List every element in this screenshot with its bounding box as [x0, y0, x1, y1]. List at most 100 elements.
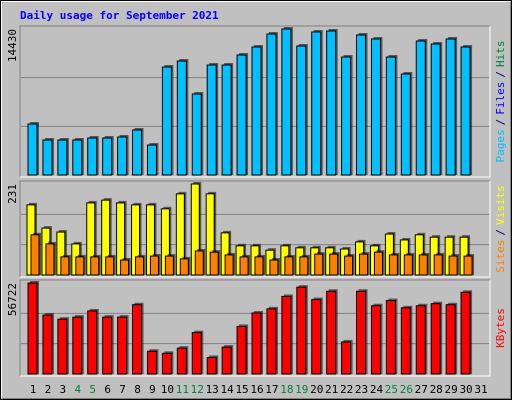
bar: [251, 312, 262, 375]
bar: [102, 137, 113, 176]
bar: [356, 290, 367, 375]
bar: [149, 255, 159, 276]
bar: [415, 305, 426, 375]
bar: [359, 253, 369, 276]
bar: [117, 136, 128, 176]
bar: [72, 139, 83, 176]
x-tick-label: 13: [206, 383, 219, 396]
bar: [75, 256, 85, 276]
bar: [42, 314, 53, 375]
y-axis-label-part: /: [494, 119, 507, 126]
bar: [251, 46, 262, 176]
bar: [341, 341, 352, 375]
x-tick-label: 20: [310, 383, 323, 396]
y-axis-label-part: Pages: [494, 129, 507, 162]
x-tick-label: 6: [104, 383, 111, 396]
y-tick-label: 56722: [6, 283, 19, 316]
bar: [236, 54, 247, 176]
x-tick-label: 16: [250, 383, 263, 396]
bar: [281, 295, 292, 375]
x-tick-label: 18: [280, 383, 293, 396]
bar: [314, 253, 324, 276]
bar: [460, 46, 471, 176]
bar: [254, 256, 264, 276]
x-tick-label: 5: [89, 383, 96, 396]
y-axis-label-part: KBytes: [494, 308, 507, 348]
bar: [400, 73, 411, 176]
bar: [385, 56, 396, 176]
x-tick-label: 31: [474, 383, 487, 396]
y-axis-label-part: Hits: [494, 41, 507, 68]
x-tick-label: 1: [30, 383, 37, 396]
bar: [72, 316, 83, 375]
y-axis-label-part: /: [494, 229, 507, 236]
x-tick-label: 29: [445, 383, 458, 396]
bar: [161, 66, 172, 176]
bar: [117, 316, 128, 375]
x-tick-label: 27: [415, 383, 428, 396]
bar: [445, 304, 456, 375]
bar: [135, 256, 145, 276]
x-tick-label: 30: [459, 383, 472, 396]
bar: [60, 256, 70, 276]
bar: [415, 40, 426, 176]
panel-frame: [20, 181, 491, 278]
y-axis-label-part: /: [494, 71, 507, 78]
bar: [146, 144, 157, 176]
bar: [27, 123, 38, 176]
bar: [388, 254, 398, 276]
bar: [266, 33, 277, 176]
x-tick-label: 19: [295, 383, 308, 396]
bar: [42, 139, 53, 176]
x-tick-label: 22: [340, 383, 353, 396]
bar: [370, 38, 381, 176]
bar: [445, 38, 456, 176]
bar: [326, 290, 337, 375]
y-axis-label: Sites / Visits: [494, 185, 507, 273]
x-tick-label: 8: [134, 383, 141, 396]
bar: [299, 256, 309, 276]
chart-title: Daily usage for September 2021: [20, 9, 219, 22]
x-tick-label: 26: [400, 383, 413, 396]
bar: [102, 316, 113, 375]
panel-frame: [20, 280, 491, 377]
bar: [87, 137, 98, 176]
x-tick-label: 12: [191, 383, 204, 396]
bar: [27, 282, 38, 375]
bar: [221, 64, 232, 176]
bar: [385, 300, 396, 375]
x-tick-label: 25: [385, 383, 398, 396]
bar: [430, 303, 441, 375]
bar: [209, 251, 219, 276]
panel-frame: [20, 26, 491, 178]
x-tick-label: 24: [370, 383, 384, 396]
bar: [370, 305, 381, 375]
bar: [105, 256, 115, 276]
y-tick-label: 14430: [6, 29, 19, 62]
bar: [236, 325, 247, 375]
x-tick-label: 3: [60, 383, 67, 396]
x-tick-label: 9: [149, 383, 156, 396]
bar: [221, 346, 232, 375]
bar: [463, 255, 473, 276]
panel-frame: [19, 180, 490, 277]
bar: [311, 31, 322, 176]
bar: [400, 307, 411, 375]
x-tick-label: 17: [265, 383, 278, 396]
bar: [418, 254, 428, 276]
bar: [206, 356, 217, 375]
bar: [179, 258, 189, 276]
bar: [329, 253, 339, 276]
bar: [176, 347, 187, 375]
bar: [194, 250, 204, 276]
bar: [132, 129, 143, 176]
bar: [284, 256, 294, 276]
bar: [206, 64, 217, 176]
y-tick-label: 231: [6, 184, 19, 204]
bar: [326, 30, 337, 176]
x-tick-label: 21: [325, 383, 338, 396]
x-tick-label: 28: [430, 383, 443, 396]
bar: [161, 352, 172, 375]
